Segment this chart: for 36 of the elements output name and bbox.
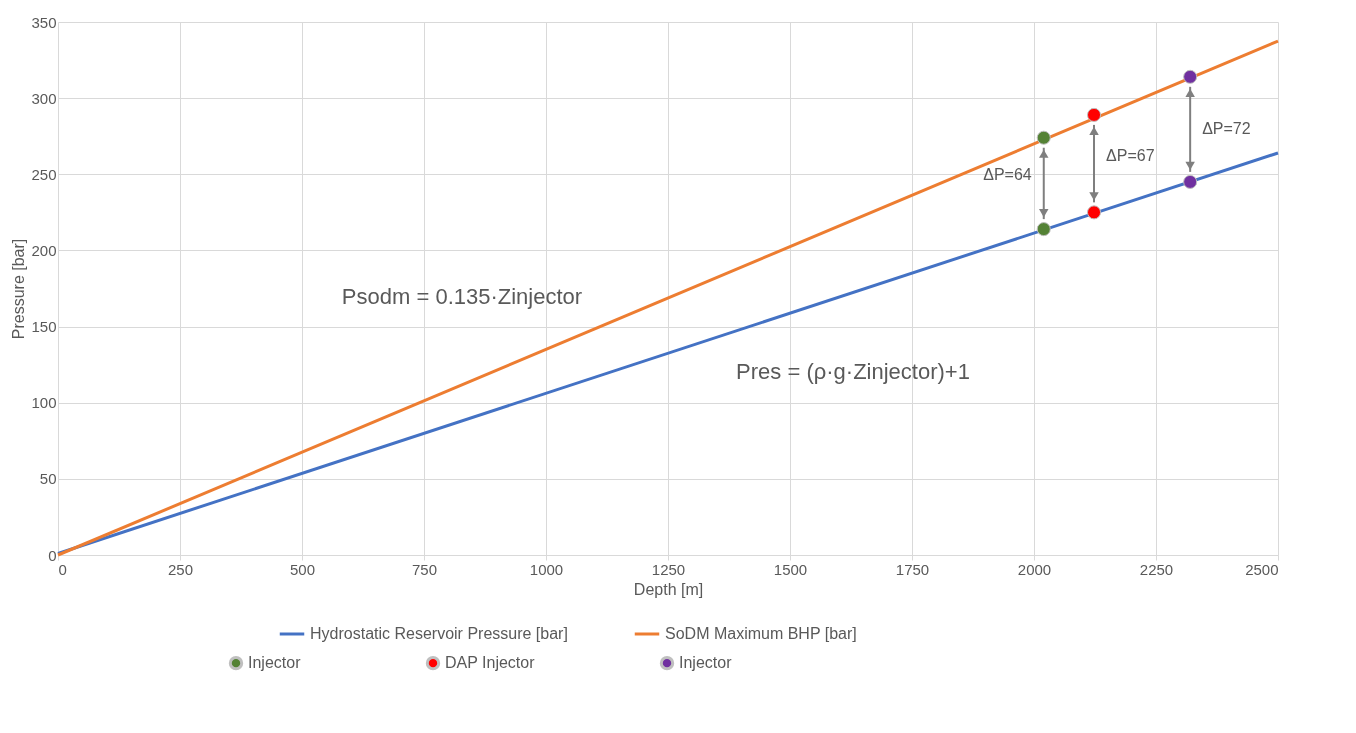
legend-label: DAP Injector xyxy=(445,654,536,672)
x-tick-label: 1500 xyxy=(773,560,808,578)
annotation: ΔP=64 xyxy=(983,166,1032,184)
point xyxy=(1087,205,1102,220)
x-tick-label: 1750 xyxy=(895,560,930,578)
x-tick-label: 2000 xyxy=(1017,560,1052,578)
y-tick-label: 50 xyxy=(39,470,57,488)
y-tick-label: 350 xyxy=(31,13,57,31)
x-tick-label: 2250 xyxy=(1139,560,1174,578)
x-axis-title: Depth [m] xyxy=(633,580,704,598)
x-tick-label: 1250 xyxy=(651,560,686,578)
point xyxy=(1183,174,1198,189)
point xyxy=(1183,69,1198,84)
x-tick-label: 250 xyxy=(167,560,194,578)
annotation: ΔP=72 xyxy=(1202,120,1251,138)
legend-label: Injector xyxy=(679,654,733,672)
legend-label: Injector xyxy=(248,654,302,672)
y-tick-label: 100 xyxy=(31,394,57,412)
legend-label: Hydrostatic Reservoir Pressure [bar] xyxy=(310,625,568,642)
annotation: Pres = (ρ·g·Zinjector)+1 xyxy=(736,359,970,384)
point xyxy=(1036,222,1051,237)
y-tick-label: 150 xyxy=(31,318,57,336)
x-tick-label: 2500 xyxy=(1245,560,1279,578)
annotation: ΔP=67 xyxy=(1106,146,1155,164)
point xyxy=(1036,130,1051,145)
y-axis-title: Pressure [bar] xyxy=(10,238,28,340)
x-tick-label: 750 xyxy=(411,560,438,578)
y-tick-label: 0 xyxy=(48,546,57,564)
legend-label: SoDM Maximum BHP [bar] xyxy=(665,625,857,642)
x-tick-label: 500 xyxy=(289,560,316,578)
annotation: Psodm = 0.135·Zinjector xyxy=(341,284,583,309)
point xyxy=(1087,107,1102,122)
y-tick-label: 300 xyxy=(31,89,57,107)
y-tick-label: 200 xyxy=(31,241,57,259)
x-tick-label: 1000 xyxy=(529,560,564,578)
y-tick-label: 250 xyxy=(31,165,57,183)
